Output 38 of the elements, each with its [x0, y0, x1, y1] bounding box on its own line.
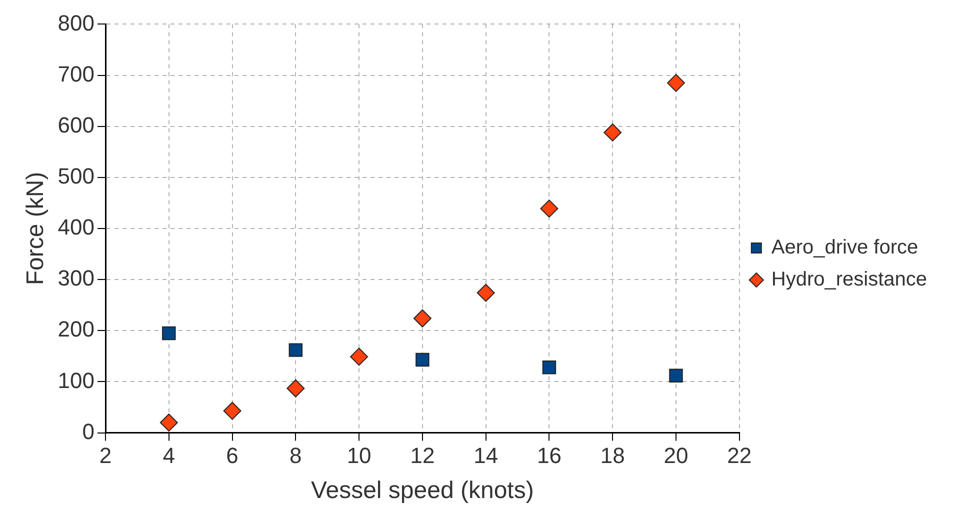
- y-tick-label: 200: [58, 316, 95, 342]
- y-tick-label: 500: [58, 163, 95, 188]
- point: [476, 284, 495, 302]
- x-tick-label: 12: [410, 443, 435, 468]
- x-tick-label: 20: [664, 443, 688, 468]
- y-axis-title: Force (kN): [22, 172, 50, 286]
- point: [162, 326, 176, 340]
- x-tick-label: 6: [226, 443, 238, 468]
- point: [540, 200, 558, 218]
- x-tick-label: 8: [290, 443, 302, 468]
- point: [350, 348, 368, 366]
- point: [288, 343, 303, 357]
- point: [223, 402, 242, 420]
- x-axis-title: Vessel speed (knots): [311, 477, 534, 504]
- legend-label: Aero_drive force: [771, 236, 918, 259]
- legend-label: Hydro_resistance: [771, 268, 927, 291]
- point: [666, 74, 685, 92]
- y-tick-label: 300: [58, 266, 95, 291]
- point: [542, 360, 556, 374]
- point: [604, 123, 622, 142]
- y-tick-label: 400: [58, 214, 95, 240]
- x-tick-label: 22: [727, 443, 752, 468]
- y-tick-label: 800: [58, 10, 95, 36]
- point: [413, 309, 432, 328]
- x-tick-label: 10: [346, 443, 372, 468]
- point: [669, 368, 683, 382]
- x-tick-label: 2: [99, 443, 112, 468]
- point: [286, 379, 305, 398]
- y-tick-label: 600: [58, 112, 95, 138]
- point: [160, 414, 178, 432]
- point: [416, 352, 430, 367]
- y-tick-label: 0: [82, 418, 95, 444]
- y-tick-label: 700: [58, 61, 95, 86]
- y-tick-label: 100: [58, 368, 95, 393]
- x-tick-label: 4: [162, 443, 176, 468]
- x-tick-label: 16: [536, 443, 562, 468]
- x-tick-label: 18: [600, 443, 625, 468]
- x-tick-label: 14: [474, 443, 498, 468]
